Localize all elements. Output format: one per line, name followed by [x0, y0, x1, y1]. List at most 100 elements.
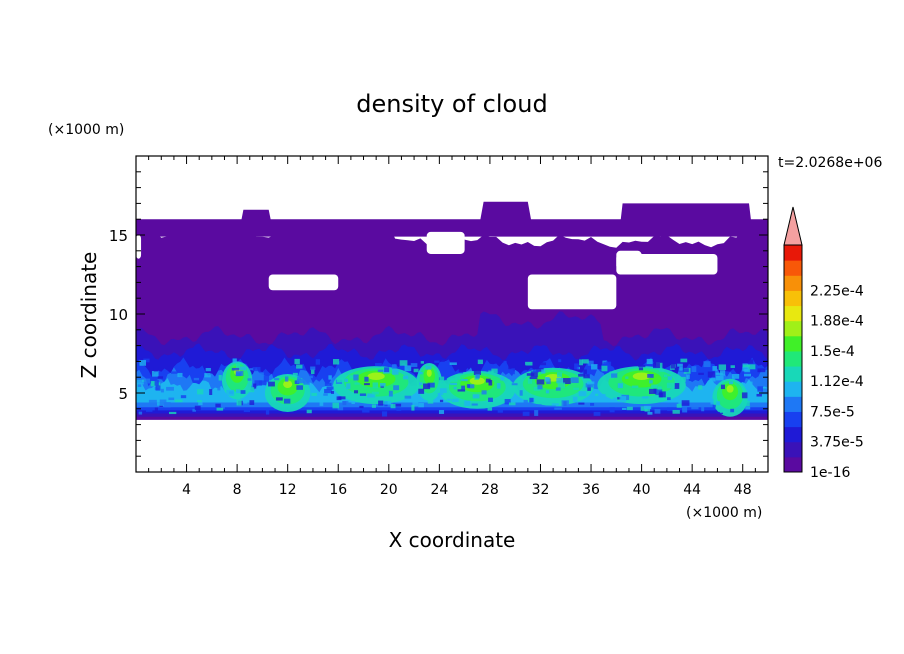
colorbar-swatch [784, 396, 802, 412]
density-speckle [638, 364, 646, 368]
density-speckle [354, 382, 360, 385]
density-speckle [757, 368, 766, 373]
density-speckle [707, 371, 716, 378]
density-speckle [303, 380, 310, 385]
density-speckle [626, 406, 633, 411]
colorbar-swatch [784, 456, 802, 473]
density-speckle [682, 406, 688, 413]
density-speckle [247, 378, 252, 381]
density-speckle [458, 368, 467, 373]
density-speckle [742, 400, 750, 407]
density-speckle [464, 400, 471, 407]
density-speckle [143, 378, 151, 384]
density-speckle [742, 364, 750, 368]
density-speckle [504, 398, 511, 405]
density-speckle [500, 376, 505, 381]
density-speckle [145, 408, 153, 412]
density-speckle [674, 383, 680, 389]
density-speckle [698, 372, 704, 375]
density-speckle [491, 368, 498, 374]
density-speckle [710, 398, 714, 405]
density-speckle [653, 363, 660, 369]
density-speckle [438, 410, 445, 414]
density-speckle [418, 388, 425, 394]
density-speckle [204, 373, 211, 378]
density-speckle [249, 368, 254, 371]
density-speckle [476, 364, 481, 370]
density-speckle [603, 361, 612, 368]
density-speckle [451, 398, 459, 403]
density-speckle [410, 363, 418, 368]
density-speckle [254, 380, 263, 386]
density-speckle [578, 391, 587, 397]
y-tick-label: 15 [109, 227, 128, 245]
density-speckle [541, 369, 546, 374]
density-speckle [659, 368, 665, 372]
x-axis: 4 8 12 16 20 24 28 32 36 40 44 48 [148, 156, 756, 498]
density-speckle [217, 386, 221, 391]
density-speckle [471, 403, 478, 406]
density-speckle [349, 375, 354, 379]
colorbar-label: 3.75e-5 [810, 435, 864, 451]
density-speckle [617, 383, 623, 389]
density-speckle [449, 378, 458, 382]
density-speckle [555, 401, 564, 407]
density-speckle [622, 407, 627, 410]
density-speckle [338, 396, 346, 400]
density-speckle [284, 376, 289, 382]
density-speckle [294, 358, 300, 365]
density-speckle [667, 397, 671, 401]
density-speckle [296, 364, 303, 369]
density-speckle [508, 364, 516, 370]
density-speckle [159, 404, 163, 407]
density-speckle [715, 375, 724, 381]
density-speckle [205, 367, 211, 372]
density-speckle [681, 376, 686, 382]
density-speckle [215, 403, 221, 408]
density-speckle [171, 371, 178, 374]
density-speckle [659, 391, 666, 398]
density-speckle [209, 389, 213, 396]
density-speckle [371, 391, 379, 395]
density-speckle [585, 383, 594, 388]
density-speckle [670, 363, 676, 369]
density-speckle [622, 410, 627, 414]
density-speckle [730, 365, 735, 369]
density-speckle [404, 395, 412, 399]
density-speckle [496, 383, 501, 389]
density-speckle [688, 377, 694, 381]
density-speckle [263, 375, 270, 382]
density-speckle [757, 386, 763, 392]
density-speckle [572, 396, 578, 403]
density-speckle [544, 376, 550, 382]
density-speckle [472, 394, 480, 399]
density-speckle [446, 398, 452, 401]
density-speckle [522, 411, 530, 416]
density-speckle [326, 386, 334, 390]
density-speckle [554, 407, 562, 410]
density-speckle [200, 383, 205, 389]
density-speckle [655, 389, 663, 396]
density-speckle [532, 369, 539, 373]
density-speckle [437, 393, 444, 396]
density-speckle [456, 371, 464, 374]
density-speckle [625, 376, 629, 379]
density-speckle [319, 401, 324, 406]
x-tick-label: 20 [380, 482, 398, 498]
density-speckle [143, 358, 150, 363]
chart-title: density of cloud [356, 90, 547, 118]
density-speckle [249, 400, 255, 405]
density-speckle [155, 385, 161, 391]
density-speckle [748, 381, 753, 385]
density-speckle [153, 366, 159, 372]
density-speckle [354, 390, 359, 394]
density-speckle [557, 382, 566, 389]
density-speckle [611, 372, 618, 378]
density-speckle [328, 375, 332, 380]
density-speckle [712, 404, 716, 408]
density-speckle [258, 380, 267, 386]
density-speckle [393, 403, 402, 407]
colorbar-label: 1.12e-4 [810, 374, 864, 390]
density-speckle [619, 396, 627, 402]
density-speckle [600, 393, 606, 397]
